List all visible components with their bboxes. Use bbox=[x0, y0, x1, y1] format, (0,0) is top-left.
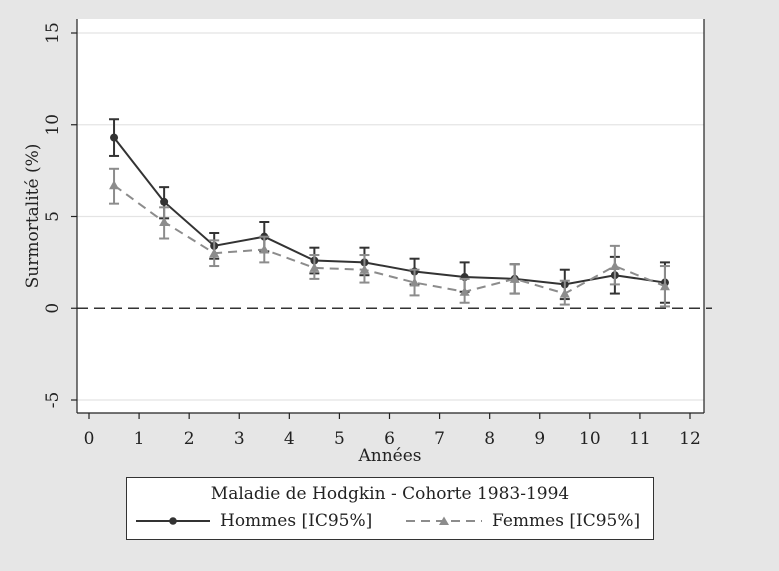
y-axis-label: Surmortalité (%) bbox=[23, 144, 43, 289]
data-point bbox=[259, 244, 270, 254]
x-tick-label: 5 bbox=[334, 429, 345, 449]
data-point bbox=[109, 180, 120, 190]
x-tick-label: 3 bbox=[234, 429, 245, 449]
data-point bbox=[160, 197, 169, 206]
data-point bbox=[459, 286, 470, 296]
x-tick-label: 4 bbox=[284, 429, 295, 449]
x-tick-label: 12 bbox=[679, 429, 701, 449]
data-point bbox=[110, 133, 119, 142]
data-point bbox=[209, 248, 220, 258]
series-femmes bbox=[109, 167, 670, 308]
y-tick-label: 0 bbox=[43, 303, 63, 314]
legend-item-men: Hommes [IC95%] bbox=[134, 510, 372, 532]
legend-item-women: Femmes [IC95%] bbox=[404, 510, 640, 532]
data-point bbox=[509, 273, 520, 283]
data-point bbox=[359, 264, 370, 274]
x-tick-label: 11 bbox=[629, 429, 651, 449]
x-tick-label: 9 bbox=[534, 429, 545, 449]
series-layer bbox=[109, 118, 670, 308]
data-point bbox=[659, 281, 670, 291]
legend: Maladie de Hodgkin - Cohorte 1983-1994 H… bbox=[126, 477, 654, 540]
legend-title: Maladie de Hodgkin - Cohorte 1983-1994 bbox=[210, 484, 570, 504]
legend-label-women: Femmes [IC95%] bbox=[492, 511, 641, 531]
x-tick-label: 2 bbox=[184, 429, 195, 449]
x-tick-label: 10 bbox=[579, 429, 601, 449]
x-axis-label: Années bbox=[357, 446, 421, 466]
legend-swatch-men bbox=[136, 517, 210, 525]
legend-swatch-women bbox=[406, 516, 482, 525]
x-tick-label: 1 bbox=[134, 429, 145, 449]
data-point bbox=[309, 262, 320, 272]
x-tick-label: 6 bbox=[384, 429, 395, 449]
series-line bbox=[113, 184, 666, 295]
series-line bbox=[113, 136, 666, 286]
y-tick-label: 15 bbox=[43, 22, 63, 44]
data-point bbox=[409, 277, 420, 287]
data-point bbox=[609, 261, 620, 271]
x-tick-label: 0 bbox=[84, 429, 95, 449]
y-tick-label: 10 bbox=[43, 114, 63, 136]
x-tick-label: 8 bbox=[484, 429, 495, 449]
legend-label-men: Hommes [IC95%] bbox=[220, 511, 373, 531]
x-tick-label: 7 bbox=[434, 429, 445, 449]
data-point bbox=[159, 217, 170, 227]
y-tick-label: -5 bbox=[43, 392, 63, 409]
data-point bbox=[559, 288, 570, 298]
y-tick-label: 5 bbox=[43, 211, 63, 222]
